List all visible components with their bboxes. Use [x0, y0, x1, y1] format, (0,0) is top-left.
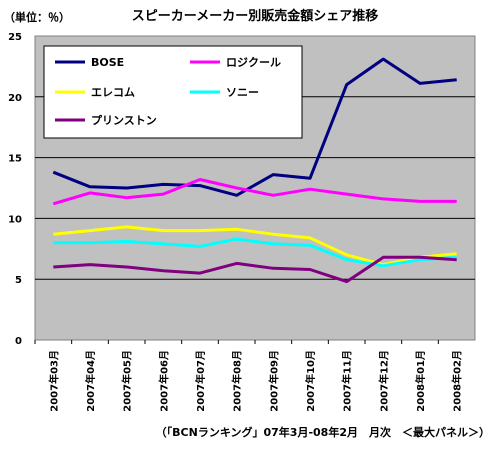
y-tick-label: 20	[8, 93, 22, 104]
chart-title: スピーカーメーカー別販売金額シェア推移	[132, 8, 378, 24]
y-tick-label: 0	[15, 336, 22, 347]
x-tick-label: 2007年08月	[231, 350, 244, 412]
series-line-4	[53, 255, 457, 284]
y-tick-label: 15	[8, 154, 22, 165]
series-line-3	[53, 237, 457, 268]
series-line-0	[52, 57, 457, 197]
legend-label: ロジクール	[226, 56, 281, 69]
x-tick-label: 2008年01月	[414, 350, 427, 412]
x-tick-label: 2007年04月	[84, 350, 97, 412]
y-axis-ticks: 0 5 10 15 20 25	[8, 32, 22, 347]
x-tick-label: 2007年06月	[157, 350, 170, 412]
legend-label: ソニー	[226, 86, 259, 99]
x-tick-label: 2007年12月	[377, 350, 390, 412]
x-tick-label: 2007年10月	[304, 350, 317, 412]
legend-label: プリンストン	[91, 113, 157, 127]
series-lines	[52, 57, 457, 284]
legend-box	[43, 45, 303, 139]
x-tick-label: 2007年09月	[267, 350, 280, 412]
footnote: （「BCNランキング」07年3月-08年2月 月次 ＜最大パネル＞）	[156, 425, 490, 439]
legend-label: エレコム	[91, 86, 135, 99]
x-axis-ticks: 2007年03月 2007年04月 2007年05月 2007年06月 2007年07月…	[34, 340, 464, 412]
x-tick-label: 2007年07月	[194, 350, 207, 412]
x-tick-label: 2007年03月	[47, 350, 60, 412]
y-tick-label: 25	[8, 32, 22, 43]
legend-label: BOSE	[91, 56, 124, 69]
x-tick-label: 2007年11月	[341, 350, 354, 412]
series-line-1	[52, 178, 457, 206]
y-tick-label: 5	[15, 275, 22, 286]
x-tick-label: 2008年02月	[451, 350, 464, 412]
y-unit-label: （単位：％）	[4, 10, 70, 24]
y-tick-label: 10	[8, 214, 22, 225]
x-tick-label: 2007年05月	[121, 350, 134, 412]
